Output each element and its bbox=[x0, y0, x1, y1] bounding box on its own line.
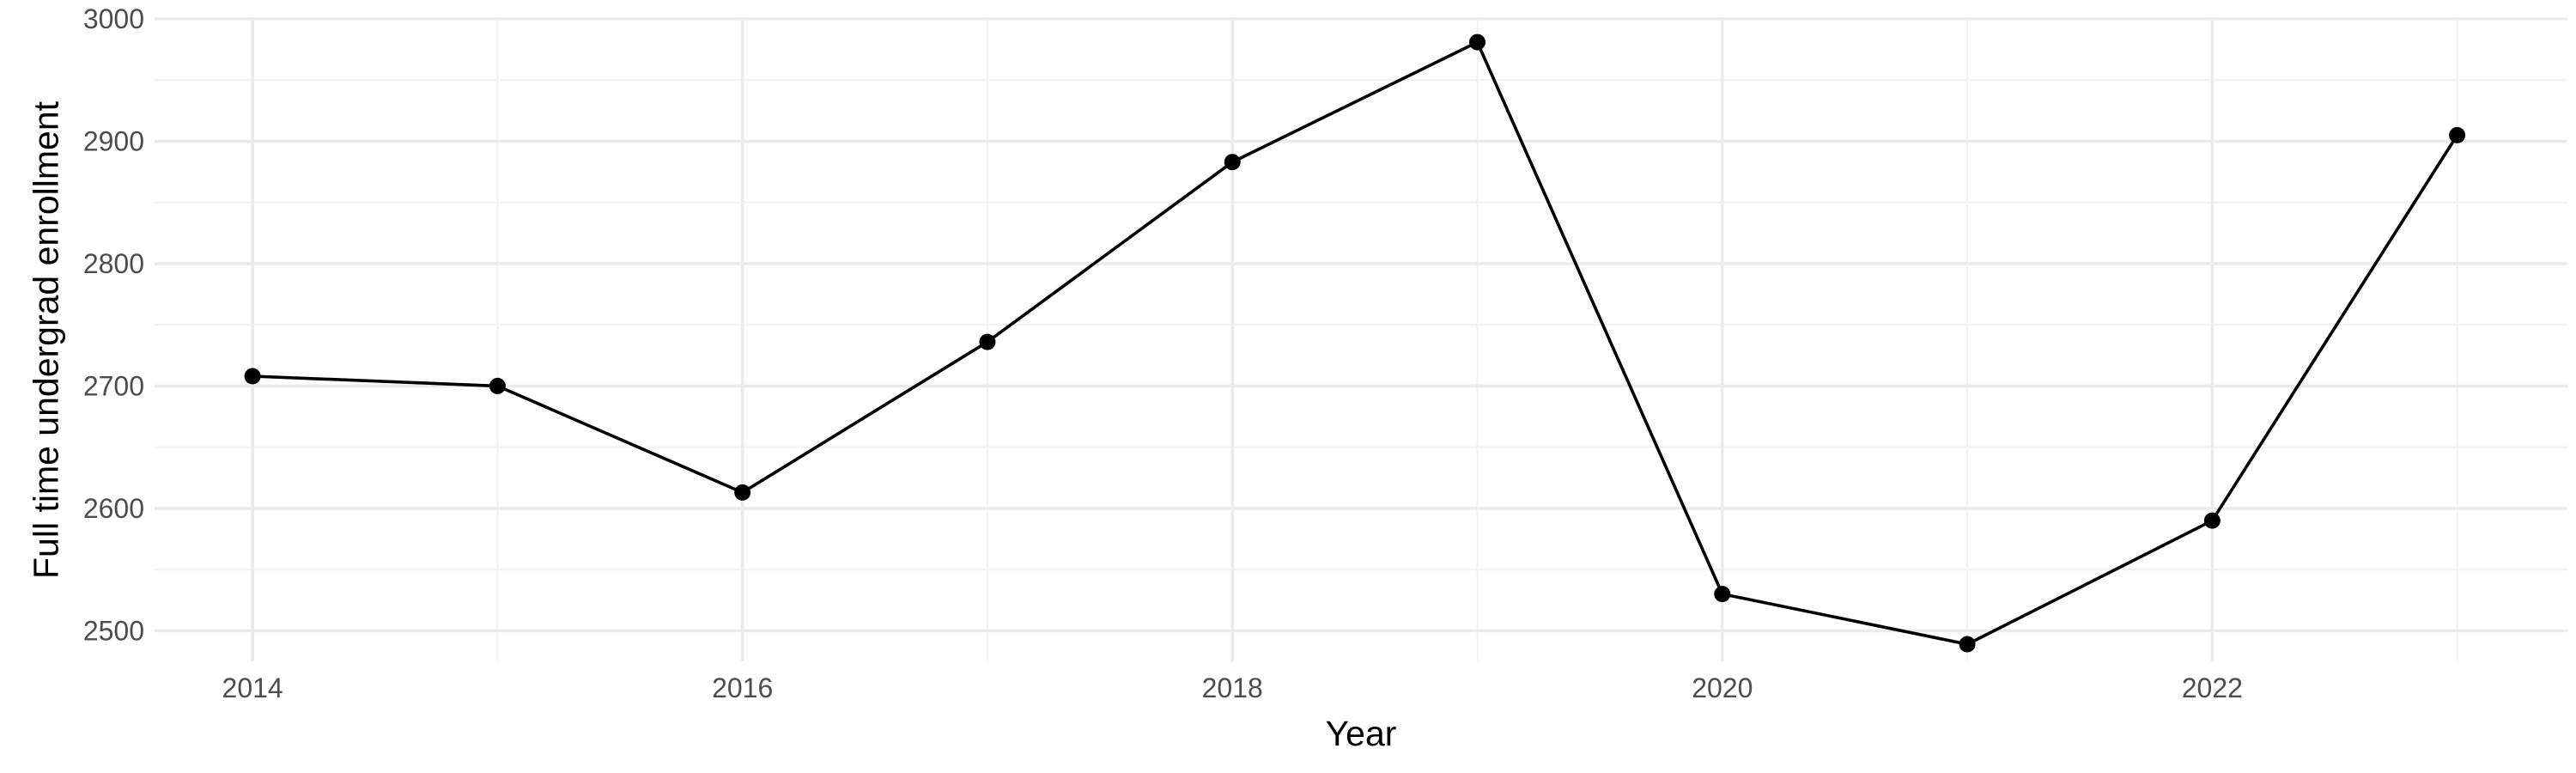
data-point bbox=[489, 377, 506, 394]
y-tick-label: 2700 bbox=[83, 370, 144, 401]
data-point bbox=[1224, 154, 1241, 171]
y-tick-label: 3000 bbox=[83, 3, 144, 34]
data-point bbox=[2203, 512, 2221, 529]
y-tick-label: 2500 bbox=[83, 615, 144, 646]
x-tick-label: 2022 bbox=[2182, 673, 2243, 703]
data-point bbox=[1469, 33, 1486, 51]
y-tick-label: 2900 bbox=[83, 125, 144, 156]
y-axis-title: Full time undergrad enrollment bbox=[26, 100, 65, 579]
data-point bbox=[979, 333, 996, 350]
y-tick-label: 2600 bbox=[83, 493, 144, 524]
series-line bbox=[252, 40, 2459, 646]
x-tick-label: 2016 bbox=[712, 673, 773, 703]
series-layer bbox=[244, 33, 2466, 653]
x-tick-label: 2018 bbox=[1202, 673, 1263, 703]
x-tick-label: 2020 bbox=[1692, 673, 1753, 703]
tick-labels: 2500 2600 2700 2800 2900 3000 2014 2016 2018 2020… bbox=[83, 3, 2243, 703]
data-point bbox=[734, 484, 751, 501]
grid-lines bbox=[155, 17, 2567, 661]
data-point bbox=[2449, 126, 2466, 143]
data-point bbox=[244, 368, 261, 385]
x-axis-title: Year bbox=[1326, 714, 1397, 753]
y-tick-label: 2800 bbox=[83, 248, 144, 279]
data-point bbox=[1714, 586, 1731, 603]
data-point bbox=[1959, 636, 1976, 653]
x-tick-label: 2014 bbox=[222, 673, 283, 703]
